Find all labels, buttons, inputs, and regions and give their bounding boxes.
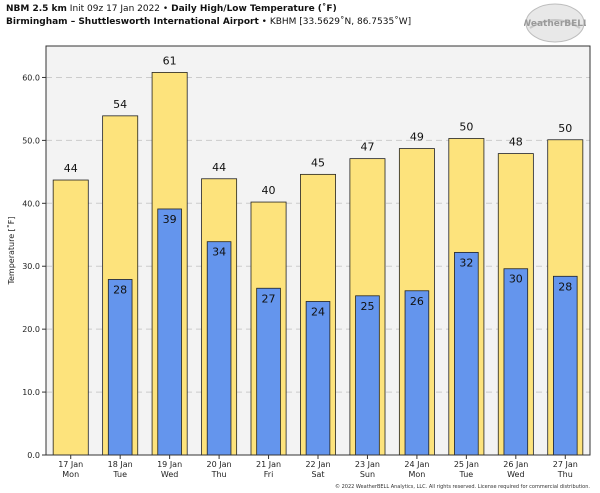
x-tick-date: 22 Jan bbox=[305, 460, 330, 469]
high-temp-label: 48 bbox=[509, 136, 523, 149]
x-tick-day: Tue bbox=[459, 470, 474, 479]
x-tick-date: 21 Jan bbox=[256, 460, 281, 469]
y-tick-label: 20.0 bbox=[22, 325, 40, 334]
low-temp-label: 28 bbox=[558, 280, 572, 293]
weatherbell-logo: WeatherBELL bbox=[524, 3, 586, 43]
x-tick-day: Sat bbox=[311, 470, 324, 479]
high-temp-label: 44 bbox=[212, 161, 226, 174]
model-name: NBM 2.5 km bbox=[6, 4, 67, 14]
low-temp-bar bbox=[107, 279, 133, 456]
x-tick-date: 26 Jan bbox=[503, 460, 528, 469]
x-tick-day: Wed bbox=[161, 470, 178, 479]
y-axis-label: Temperature [˚F] bbox=[6, 216, 16, 285]
station-code: KBHM [33.5629˚N, 86.7535˚W] bbox=[269, 17, 412, 27]
low-temp-label: 25 bbox=[360, 300, 374, 313]
x-tick-day: Mon bbox=[408, 470, 425, 479]
x-tick-day: Fri bbox=[264, 470, 274, 479]
station-name: Birmingham – Shuttlesworth International… bbox=[6, 17, 259, 27]
x-tick-day: Mon bbox=[62, 470, 79, 479]
x-tick-day: Wed bbox=[507, 470, 524, 479]
y-tick-label: 40.0 bbox=[22, 199, 40, 208]
low-temp-bar bbox=[355, 295, 380, 456]
high-temp-label: 61 bbox=[163, 54, 177, 67]
high-temp-label: 44 bbox=[64, 162, 78, 175]
bars: 44 54 28 61 39 44 34 40 27 45 24 47 25 49 26 50 32 48 30 50… bbox=[52, 54, 584, 456]
low-temp-bar bbox=[404, 290, 430, 456]
x-tick-date: 23 Jan bbox=[355, 460, 380, 469]
x-tick-date: 19 Jan bbox=[157, 460, 182, 469]
high-temp-label: 47 bbox=[360, 141, 374, 154]
low-temp-bar bbox=[503, 268, 529, 456]
high-temp-label: 40 bbox=[262, 184, 276, 197]
low-temp-label: 27 bbox=[262, 292, 276, 305]
high-temp-label: 50 bbox=[558, 122, 572, 135]
high-temp-label: 50 bbox=[459, 120, 473, 133]
y-axis-ticks: 0.0 10.0 20.0 30.0 40.0 50.0 60.0 bbox=[22, 73, 46, 460]
x-tick-date: 27 Jan bbox=[553, 460, 578, 469]
x-tick-date: 20 Jan bbox=[207, 460, 232, 469]
header-line-1: NBM 2.5 km Init 09z 17 Jan 2022 • Daily … bbox=[6, 3, 411, 16]
chart-header: NBM 2.5 km Init 09z 17 Jan 2022 • Daily … bbox=[6, 3, 411, 29]
high-temp-bar bbox=[52, 179, 89, 456]
chart-title: Daily High/Low Temperature (˚F) bbox=[171, 4, 337, 14]
y-tick-label: 0.0 bbox=[27, 451, 40, 460]
plot-border bbox=[45, 45, 591, 456]
low-temp-bar bbox=[553, 275, 578, 456]
logo-text: WeatherBELL bbox=[524, 19, 586, 29]
separator: • bbox=[261, 17, 267, 27]
high-temp-label: 49 bbox=[410, 131, 424, 144]
low-temp-bar bbox=[157, 208, 182, 456]
low-temp-label: 26 bbox=[410, 295, 424, 308]
low-temp-bar bbox=[454, 251, 479, 456]
x-tick-date: 17 Jan bbox=[58, 460, 83, 469]
header-line-2: Birmingham – Shuttlesworth International… bbox=[6, 16, 411, 29]
y-tick-label: 10.0 bbox=[22, 388, 40, 397]
x-tick-date: 25 Jan bbox=[454, 460, 479, 469]
low-temp-label: 32 bbox=[459, 256, 473, 269]
init-time: Init 09z 17 Jan 2022 bbox=[69, 4, 161, 14]
y-tick-label: 60.0 bbox=[22, 73, 40, 82]
y-tick-label: 50.0 bbox=[22, 136, 40, 145]
x-tick-date: 18 Jan bbox=[108, 460, 133, 469]
low-temp-label: 34 bbox=[212, 246, 226, 259]
copyright-footer: © 2022 WeatherBELL Analytics, LLC. All r… bbox=[335, 484, 590, 490]
x-tick-day: Thu bbox=[211, 470, 227, 479]
low-temp-bar bbox=[206, 241, 232, 456]
x-tick-day: Tue bbox=[112, 470, 127, 479]
low-temp-label: 39 bbox=[163, 213, 177, 226]
x-tick-day: Sun bbox=[360, 470, 375, 479]
y-tick-label: 30.0 bbox=[22, 262, 40, 271]
high-temp-label: 54 bbox=[113, 98, 127, 111]
low-temp-bar bbox=[256, 287, 281, 456]
high-temp-label: 45 bbox=[311, 156, 325, 169]
x-tick-day: Thu bbox=[557, 470, 573, 479]
low-temp-label: 30 bbox=[509, 273, 523, 286]
low-temp-bar bbox=[305, 301, 331, 456]
x-tick-date: 24 Jan bbox=[404, 460, 429, 469]
low-temp-label: 28 bbox=[113, 283, 127, 296]
low-temp-label: 24 bbox=[311, 305, 325, 318]
separator: • bbox=[162, 4, 169, 14]
